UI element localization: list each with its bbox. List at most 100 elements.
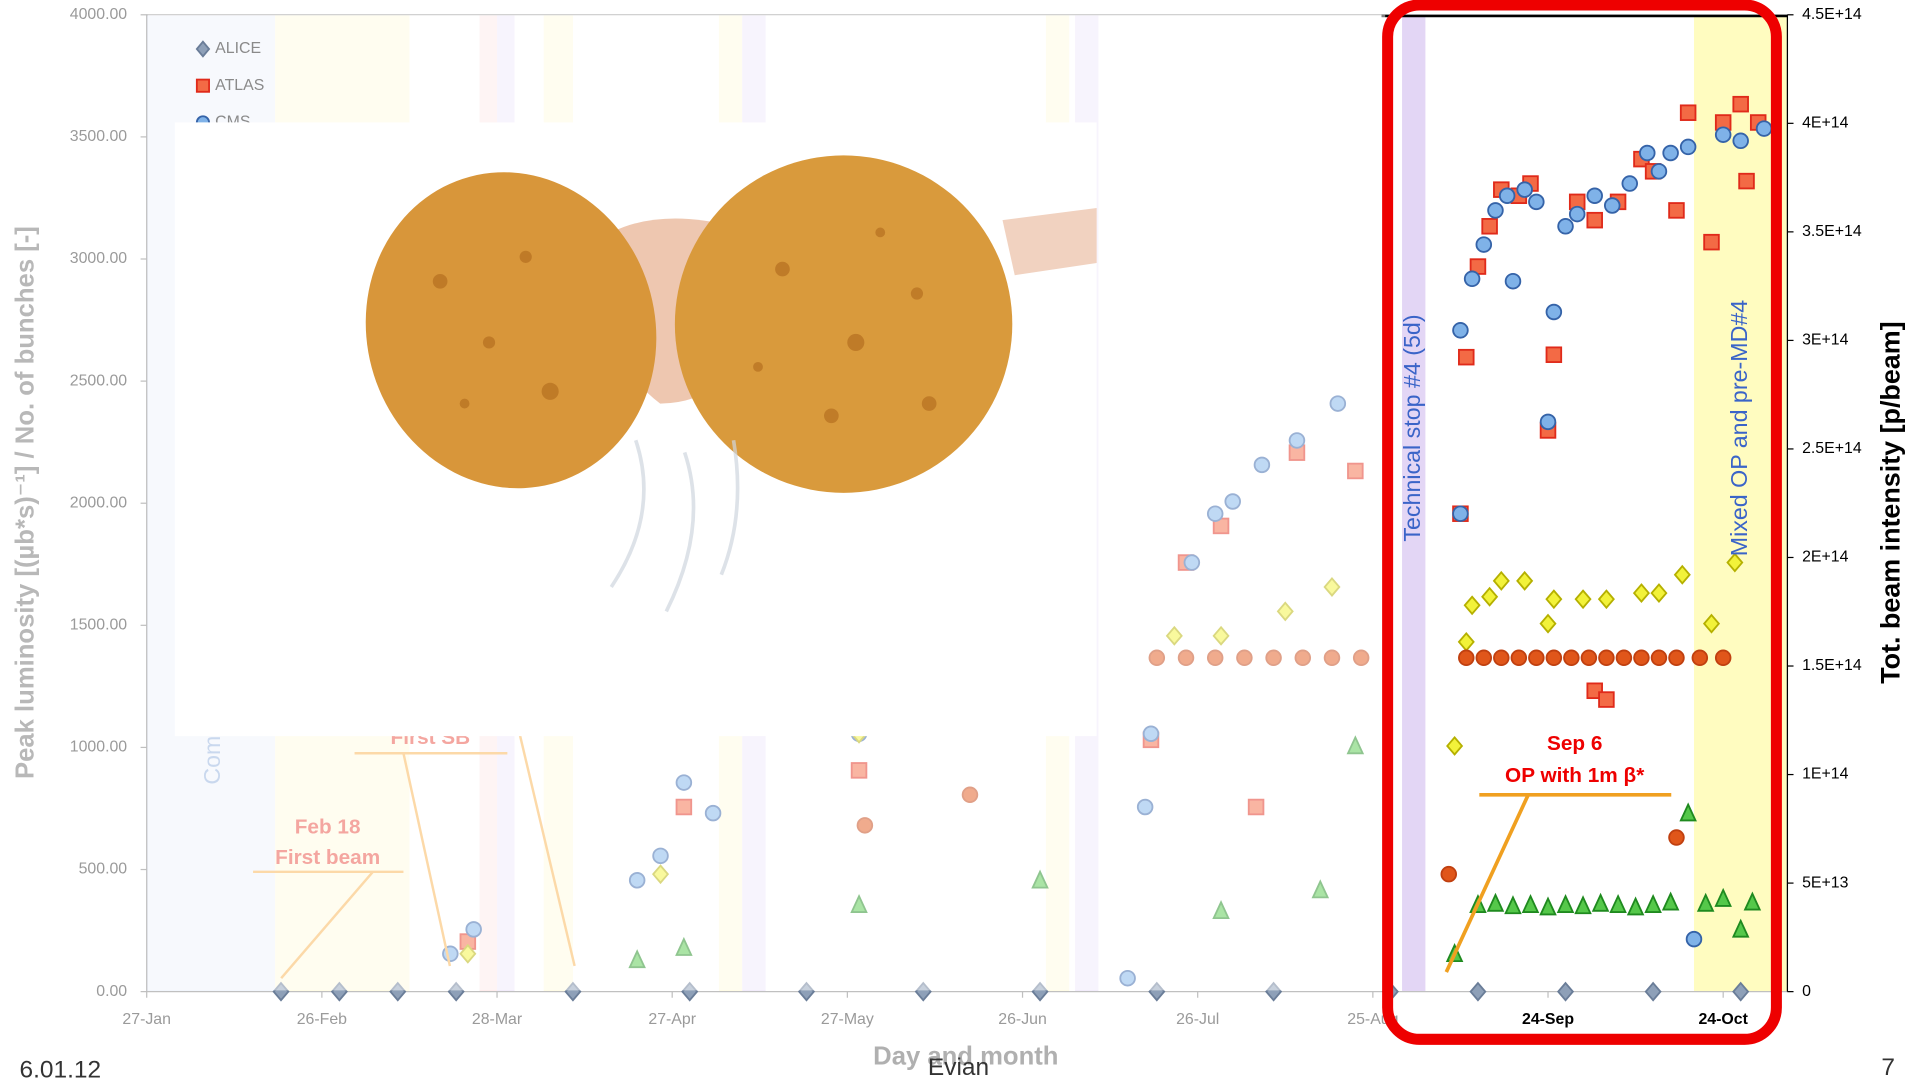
ticks: 27-Jan 26-Feb 28-Mar 27-Apr 27-May 26-Jun 26-J… [70, 6, 1862, 1028]
y-tick-label: 2000.00 [70, 494, 128, 511]
marker-circle [1598, 649, 1615, 667]
footer-page: 7 [1881, 1054, 1895, 1081]
y-tick-label: 2500.00 [70, 372, 128, 389]
y-tick-label: 1500.00 [70, 617, 128, 634]
y2-tick-label: 5E+13 [1802, 874, 1849, 891]
y-axis-title: Peak luminosity [(µb*s)⁻¹] / No. of bunc… [12, 226, 40, 779]
marker-square [1668, 202, 1685, 219]
marker-circle [1516, 181, 1533, 198]
marker-square [1732, 95, 1749, 113]
footer: 6.01.12 Evian 7 [20, 1054, 1895, 1081]
y2-tick-label: 2.5E+14 [1802, 440, 1862, 457]
x-tick-label: 24-Sep [1522, 1011, 1574, 1028]
marker-triangle [1743, 891, 1762, 911]
marker-circle [1528, 649, 1545, 667]
marker-circle [1452, 322, 1469, 339]
y-tick-label: 1000.00 [70, 739, 128, 756]
marker-diamond [1481, 586, 1499, 607]
marker-diamond [1702, 613, 1721, 634]
y2-tick-label: 2E+14 [1802, 549, 1849, 566]
x-tick-label: 26-Feb [297, 1011, 347, 1028]
marker-circle [1668, 829, 1685, 846]
x-tick-label: 27-Jan [122, 1011, 171, 1028]
marker-square [1458, 348, 1475, 366]
legend-marker [195, 40, 211, 58]
marker-triangle [1731, 918, 1750, 938]
marker-circle [1586, 187, 1603, 205]
marker-diamond [1597, 589, 1615, 610]
marker-triangle [1609, 893, 1627, 913]
marker-diamond [1556, 981, 1575, 1002]
marker-circle [1510, 649, 1528, 667]
annotation: Sep 6 [1547, 732, 1602, 755]
marker-circle [1685, 930, 1703, 948]
sponge-photo [174, 122, 1097, 737]
marker-square [1703, 233, 1720, 251]
marker-triangle [1696, 892, 1715, 912]
marker-diamond [1574, 589, 1592, 610]
marker-circle [1440, 865, 1458, 883]
marker-diamond [1492, 570, 1510, 591]
marker-diamond [1539, 613, 1557, 634]
marker-circle [1679, 138, 1697, 156]
marker-diamond [1469, 981, 1487, 1002]
marker-square [1586, 211, 1603, 229]
y2-tick-label: 3.5E+14 [1802, 223, 1862, 240]
marker-circle [1452, 505, 1469, 522]
x-tick-label: 27-May [821, 1011, 874, 1028]
marker-circle [1650, 163, 1668, 180]
marker-circle [1504, 272, 1522, 290]
annotation-line [402, 752, 452, 967]
marker-circle [1714, 649, 1732, 667]
marker-square [1679, 104, 1697, 121]
marker-triangle [1521, 893, 1540, 913]
marker-circle [1493, 649, 1510, 667]
marker-circle [1662, 144, 1679, 162]
marker-circle [1545, 649, 1563, 667]
marker-diamond [1632, 583, 1650, 604]
annotation: Feb 18 [295, 815, 361, 838]
marker-square [1598, 691, 1615, 708]
marker-circle [1603, 197, 1621, 214]
marker-circle [1650, 649, 1668, 667]
y2-tick-label: 3E+14 [1802, 332, 1849, 349]
marker-square [1545, 346, 1563, 363]
y-tick-label: 4000.00 [70, 6, 128, 23]
marker-triangle [1661, 891, 1680, 911]
y2-axis-title: Tot. beam intensity [p/beam] [1876, 321, 1906, 683]
marker-square [1481, 218, 1498, 235]
marker-triangle [1574, 895, 1592, 915]
y-tick-label: 0.00 [96, 983, 127, 1000]
marker-circle [1557, 218, 1574, 235]
y-tick-label: 3500.00 [70, 128, 128, 145]
marker-diamond [1673, 564, 1691, 585]
footer-date: 6.01.12 [20, 1057, 102, 1081]
marker-circle [1714, 126, 1732, 143]
band [1402, 14, 1426, 992]
annotation-line [1444, 794, 1530, 973]
y2-tick-label: 4E+14 [1802, 115, 1849, 132]
marker-diamond [1644, 981, 1662, 1002]
marker-circle [1755, 120, 1773, 137]
y-tick-label: 3000.00 [70, 250, 128, 267]
marker-diamond [1732, 981, 1750, 1002]
marker-circle [1539, 413, 1557, 431]
marker-circle [1545, 303, 1563, 321]
marker-circle [1458, 649, 1475, 667]
annotation-line [518, 733, 576, 967]
marker-circle [1563, 649, 1580, 667]
highlight-frame [1382, 0, 1782, 1045]
marker-triangle [1486, 892, 1505, 912]
x-tick-label: 26-Jul [1176, 1011, 1219, 1028]
marker-diamond [1463, 595, 1481, 616]
marker-circle [1732, 132, 1749, 150]
marker-triangle [1539, 896, 1557, 916]
y2-tick-label: 0 [1802, 983, 1811, 1000]
legend-label: ATLAS [215, 77, 264, 94]
legend-label: ALICE [215, 40, 261, 57]
marker-diamond [1650, 583, 1668, 604]
marker-circle [1568, 205, 1586, 223]
y2-tick-label: 1E+14 [1802, 766, 1849, 783]
